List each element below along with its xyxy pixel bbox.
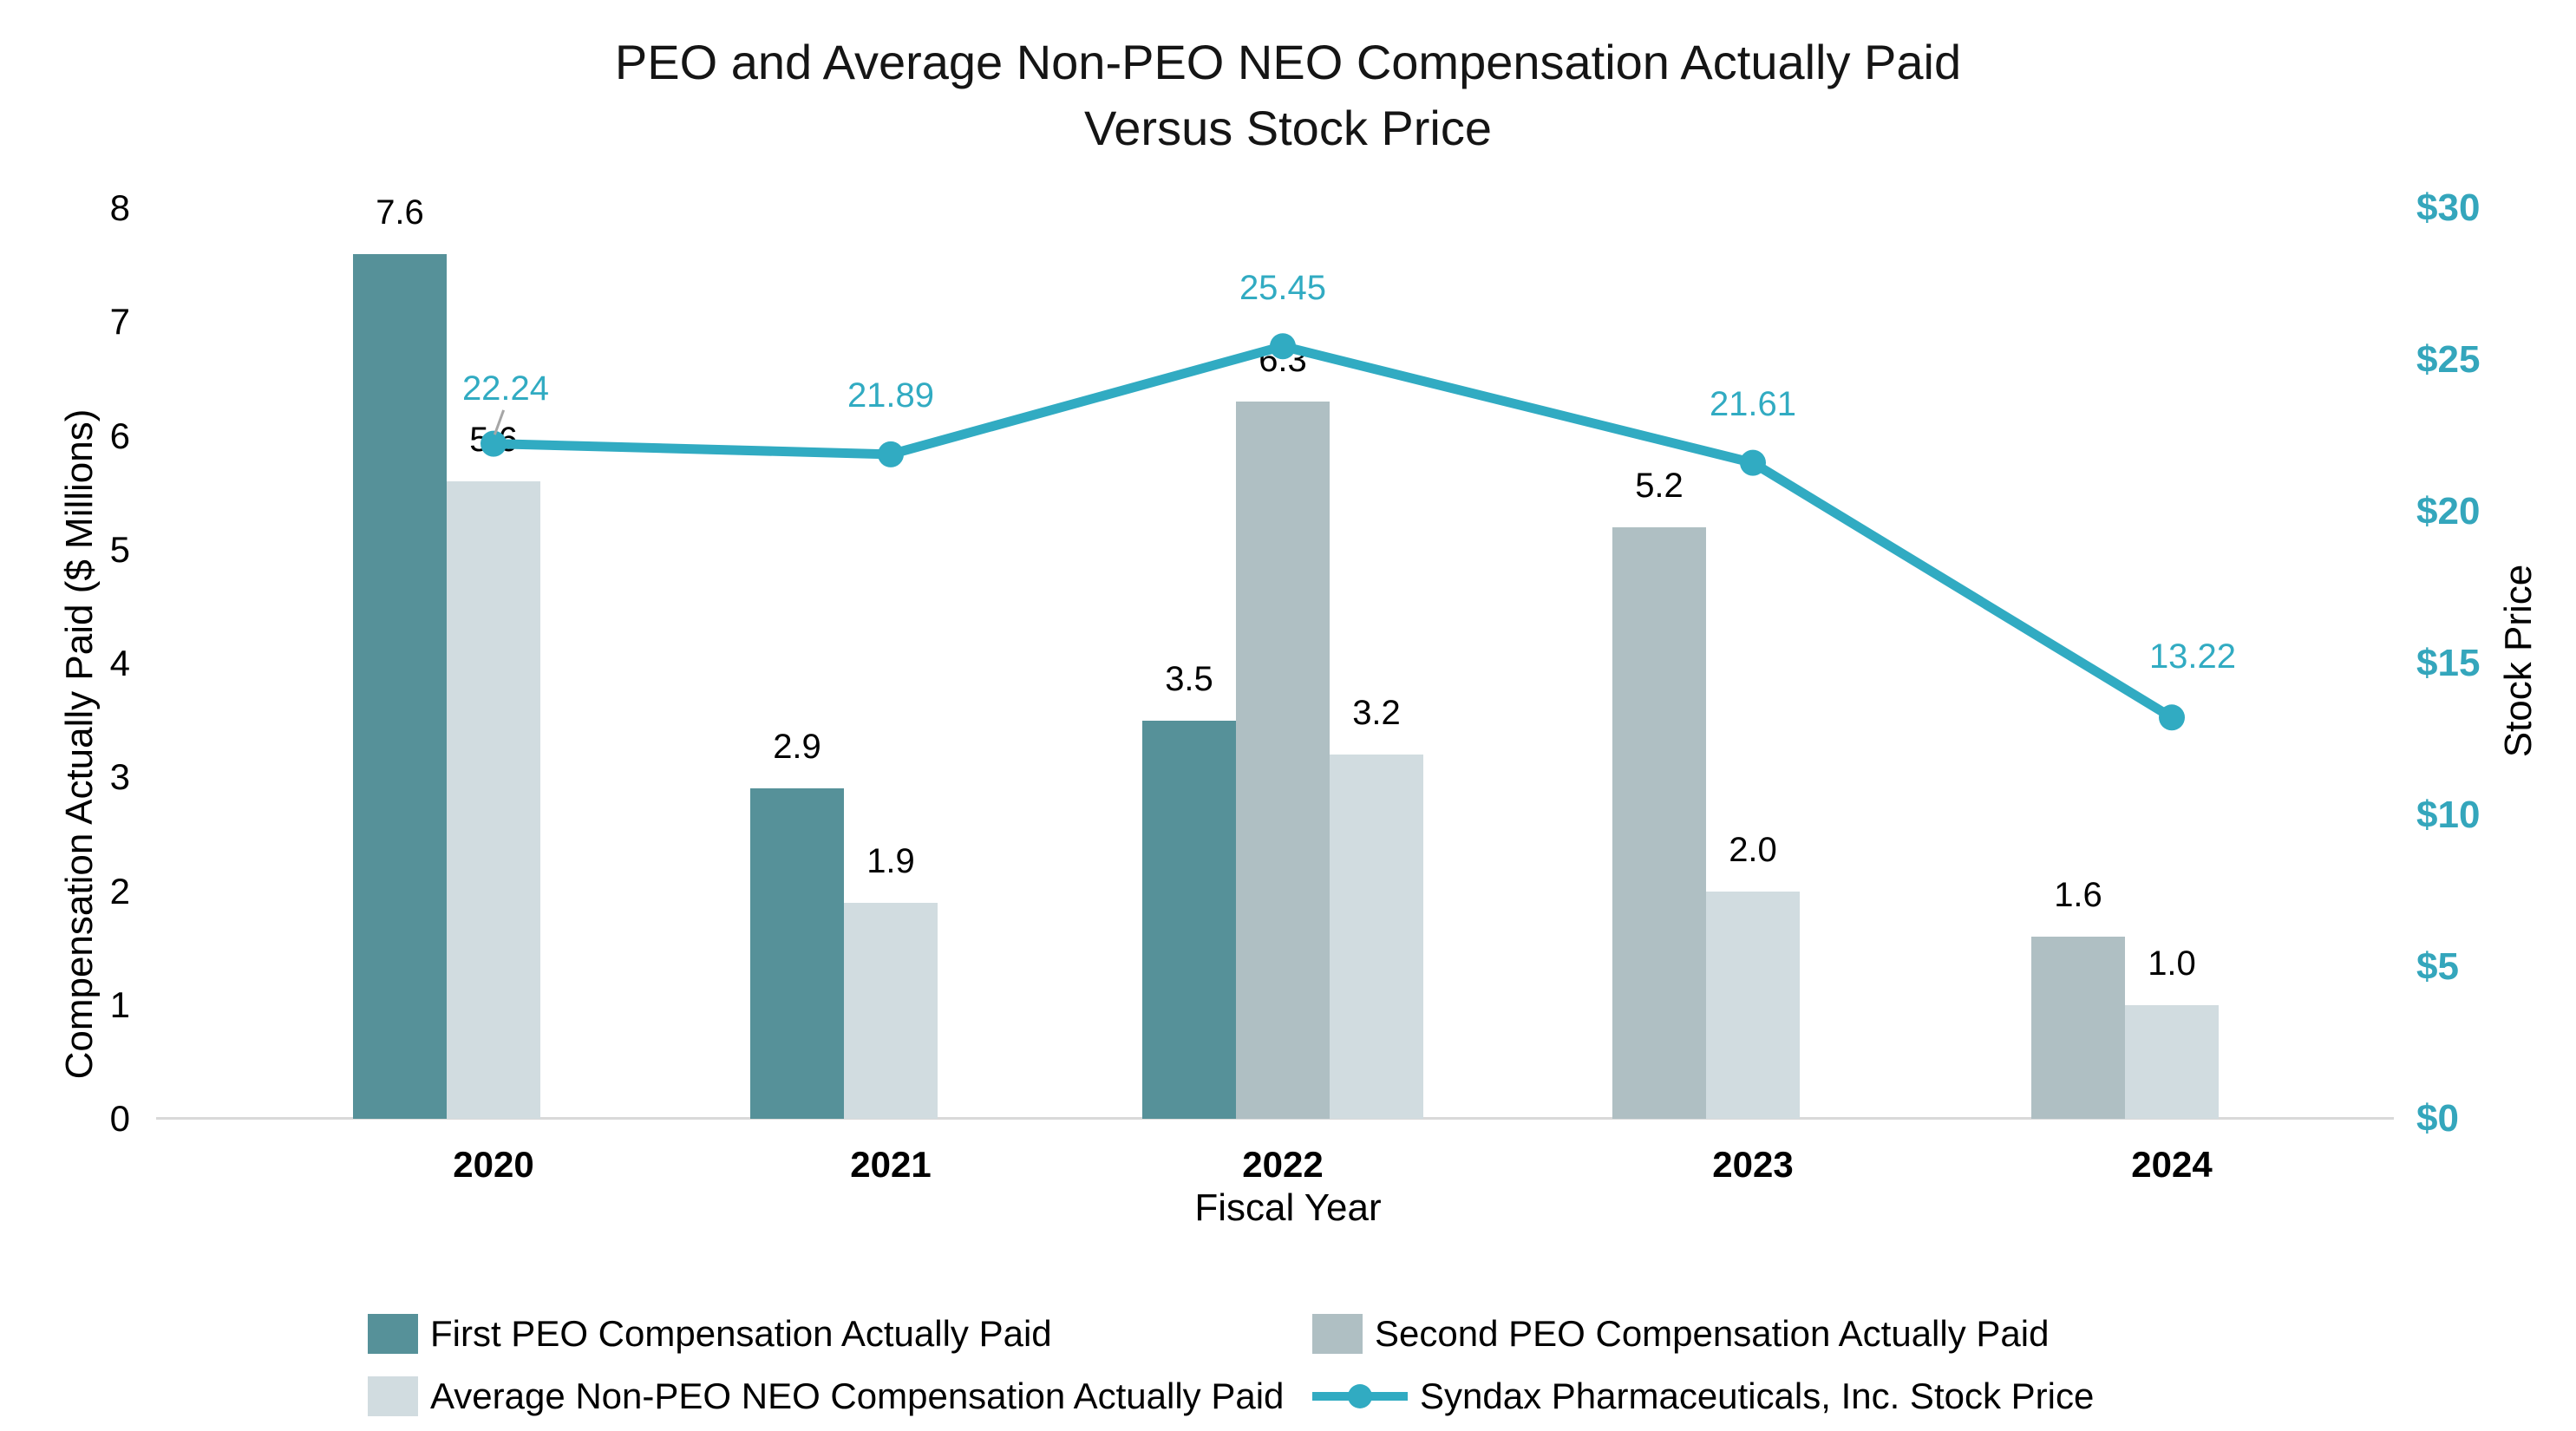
right-axis-tick-label: $0 [2416,1097,2459,1140]
right-axis-tick-label: $15 [2416,642,2481,684]
left-axis-tick-label: 0 [109,1098,130,1139]
x-axis-tick-label: 2020 [453,1144,534,1185]
line-label-2020: 22.24 [461,369,550,408]
legend-label-second-peo: Second PEO Compensation Actually Paid [1375,1313,2050,1354]
legend-swatch-avg-non-peo [368,1376,418,1416]
bar-label-second-peo-2023: 5.2 [1635,466,1684,505]
legend-label-avg-non-peo: Average Non-PEO NEO Compensation Actuall… [430,1375,1285,1416]
line-label-2023: 21.61 [1709,384,1797,423]
line-point-2021 [878,441,904,467]
left-axis-tick-label: 8 [109,187,130,228]
x-axis-tick-label: 2024 [2131,1144,2213,1185]
bar-label-second-peo-2024: 1.6 [2054,876,2102,914]
bar-label-avg-non-peo-2023: 2.0 [1729,830,1777,869]
x-axis-tick-label: 2021 [850,1144,932,1185]
bar-avg-non-peo-2023 [1706,891,1800,1119]
left-axis-tick-label: 4 [109,643,130,683]
chart-title-line1: PEO and Average Non-PEO NEO Compensation… [614,35,1962,89]
bar-label-avg-non-peo-2021: 1.9 [866,841,915,880]
legend-label-first-peo: First PEO Compensation Actually Paid [430,1313,1052,1354]
right-axis-tick-label: $10 [2416,794,2481,836]
left-axis-tick-label: 2 [109,870,130,912]
left-axis-tick-label: 3 [109,756,130,798]
legend-item-avg-non-peo: Average Non-PEO NEO Compensation Actuall… [368,1372,1284,1421]
left-axis-tick-label: 6 [109,415,130,456]
line-label-2021: 21.89 [847,376,935,415]
bar-avg-non-peo-2021 [844,902,938,1119]
legend-line-marker-stock-price [1312,1376,1408,1416]
right-axis-tick-label: $20 [2416,490,2481,533]
bar-label-first-peo-2020: 7.6 [376,193,424,232]
legend-swatch-second-peo [1312,1314,1363,1354]
bar-label-first-peo-2021: 2.9 [773,728,821,767]
line-label-2022: 25.45 [1239,269,1327,308]
legend-swatch-first-peo [368,1314,418,1354]
x-axis-tick-label: 2022 [1242,1144,1324,1185]
bar-avg-non-peo-2022 [1330,755,1423,1119]
left-axis-tick-label: 7 [109,301,130,343]
bar-second-peo-2024 [2031,937,2125,1119]
chart-title: PEO and Average Non-PEO NEO Compensation… [0,29,2576,161]
bar-avg-non-peo-2020 [447,481,540,1119]
line-point-2024 [2159,704,2185,731]
chart-title-line2: Versus Stock Price [1084,101,1492,155]
left-axis-tick-label: 5 [109,528,130,570]
bar-second-peo-2023 [1612,526,1706,1119]
legend-item-first-peo: First PEO Compensation Actually Paid [368,1310,1052,1358]
right-axis-tick-label: $30 [2416,186,2481,229]
legend-item-second-peo: Second PEO Compensation Actually Paid [1312,1310,2049,1358]
bar-first-peo-2022 [1142,720,1236,1119]
bar-label-avg-non-peo-2022: 3.2 [1352,694,1401,732]
x-axis-title: Fiscal Year [1194,1186,1382,1229]
right-axis-tick-label: $5 [2416,945,2459,988]
bar-avg-non-peo-2024 [2125,1004,2219,1119]
right-axis-tick-label: $25 [2416,338,2481,381]
bar-label-second-peo-2022: 6.3 [1259,341,1307,380]
legend-label-stock-price: Syndax Pharmaceuticals, Inc. Stock Price [1420,1375,2095,1416]
bar-first-peo-2021 [750,788,844,1119]
legend-item-stock-price: Syndax Pharmaceuticals, Inc. Stock Price [1312,1372,2094,1421]
bar-label-avg-non-peo-2024: 1.0 [2148,944,2196,983]
x-axis-tick-label: 2023 [1712,1144,1794,1185]
line-label-2024: 13.22 [2148,637,2237,676]
bar-second-peo-2022 [1236,402,1330,1119]
bar-first-peo-2020 [353,253,447,1119]
bar-label-avg-non-peo-2020: 5.6 [469,421,518,459]
left-axis-tick-label: 1 [109,983,130,1025]
